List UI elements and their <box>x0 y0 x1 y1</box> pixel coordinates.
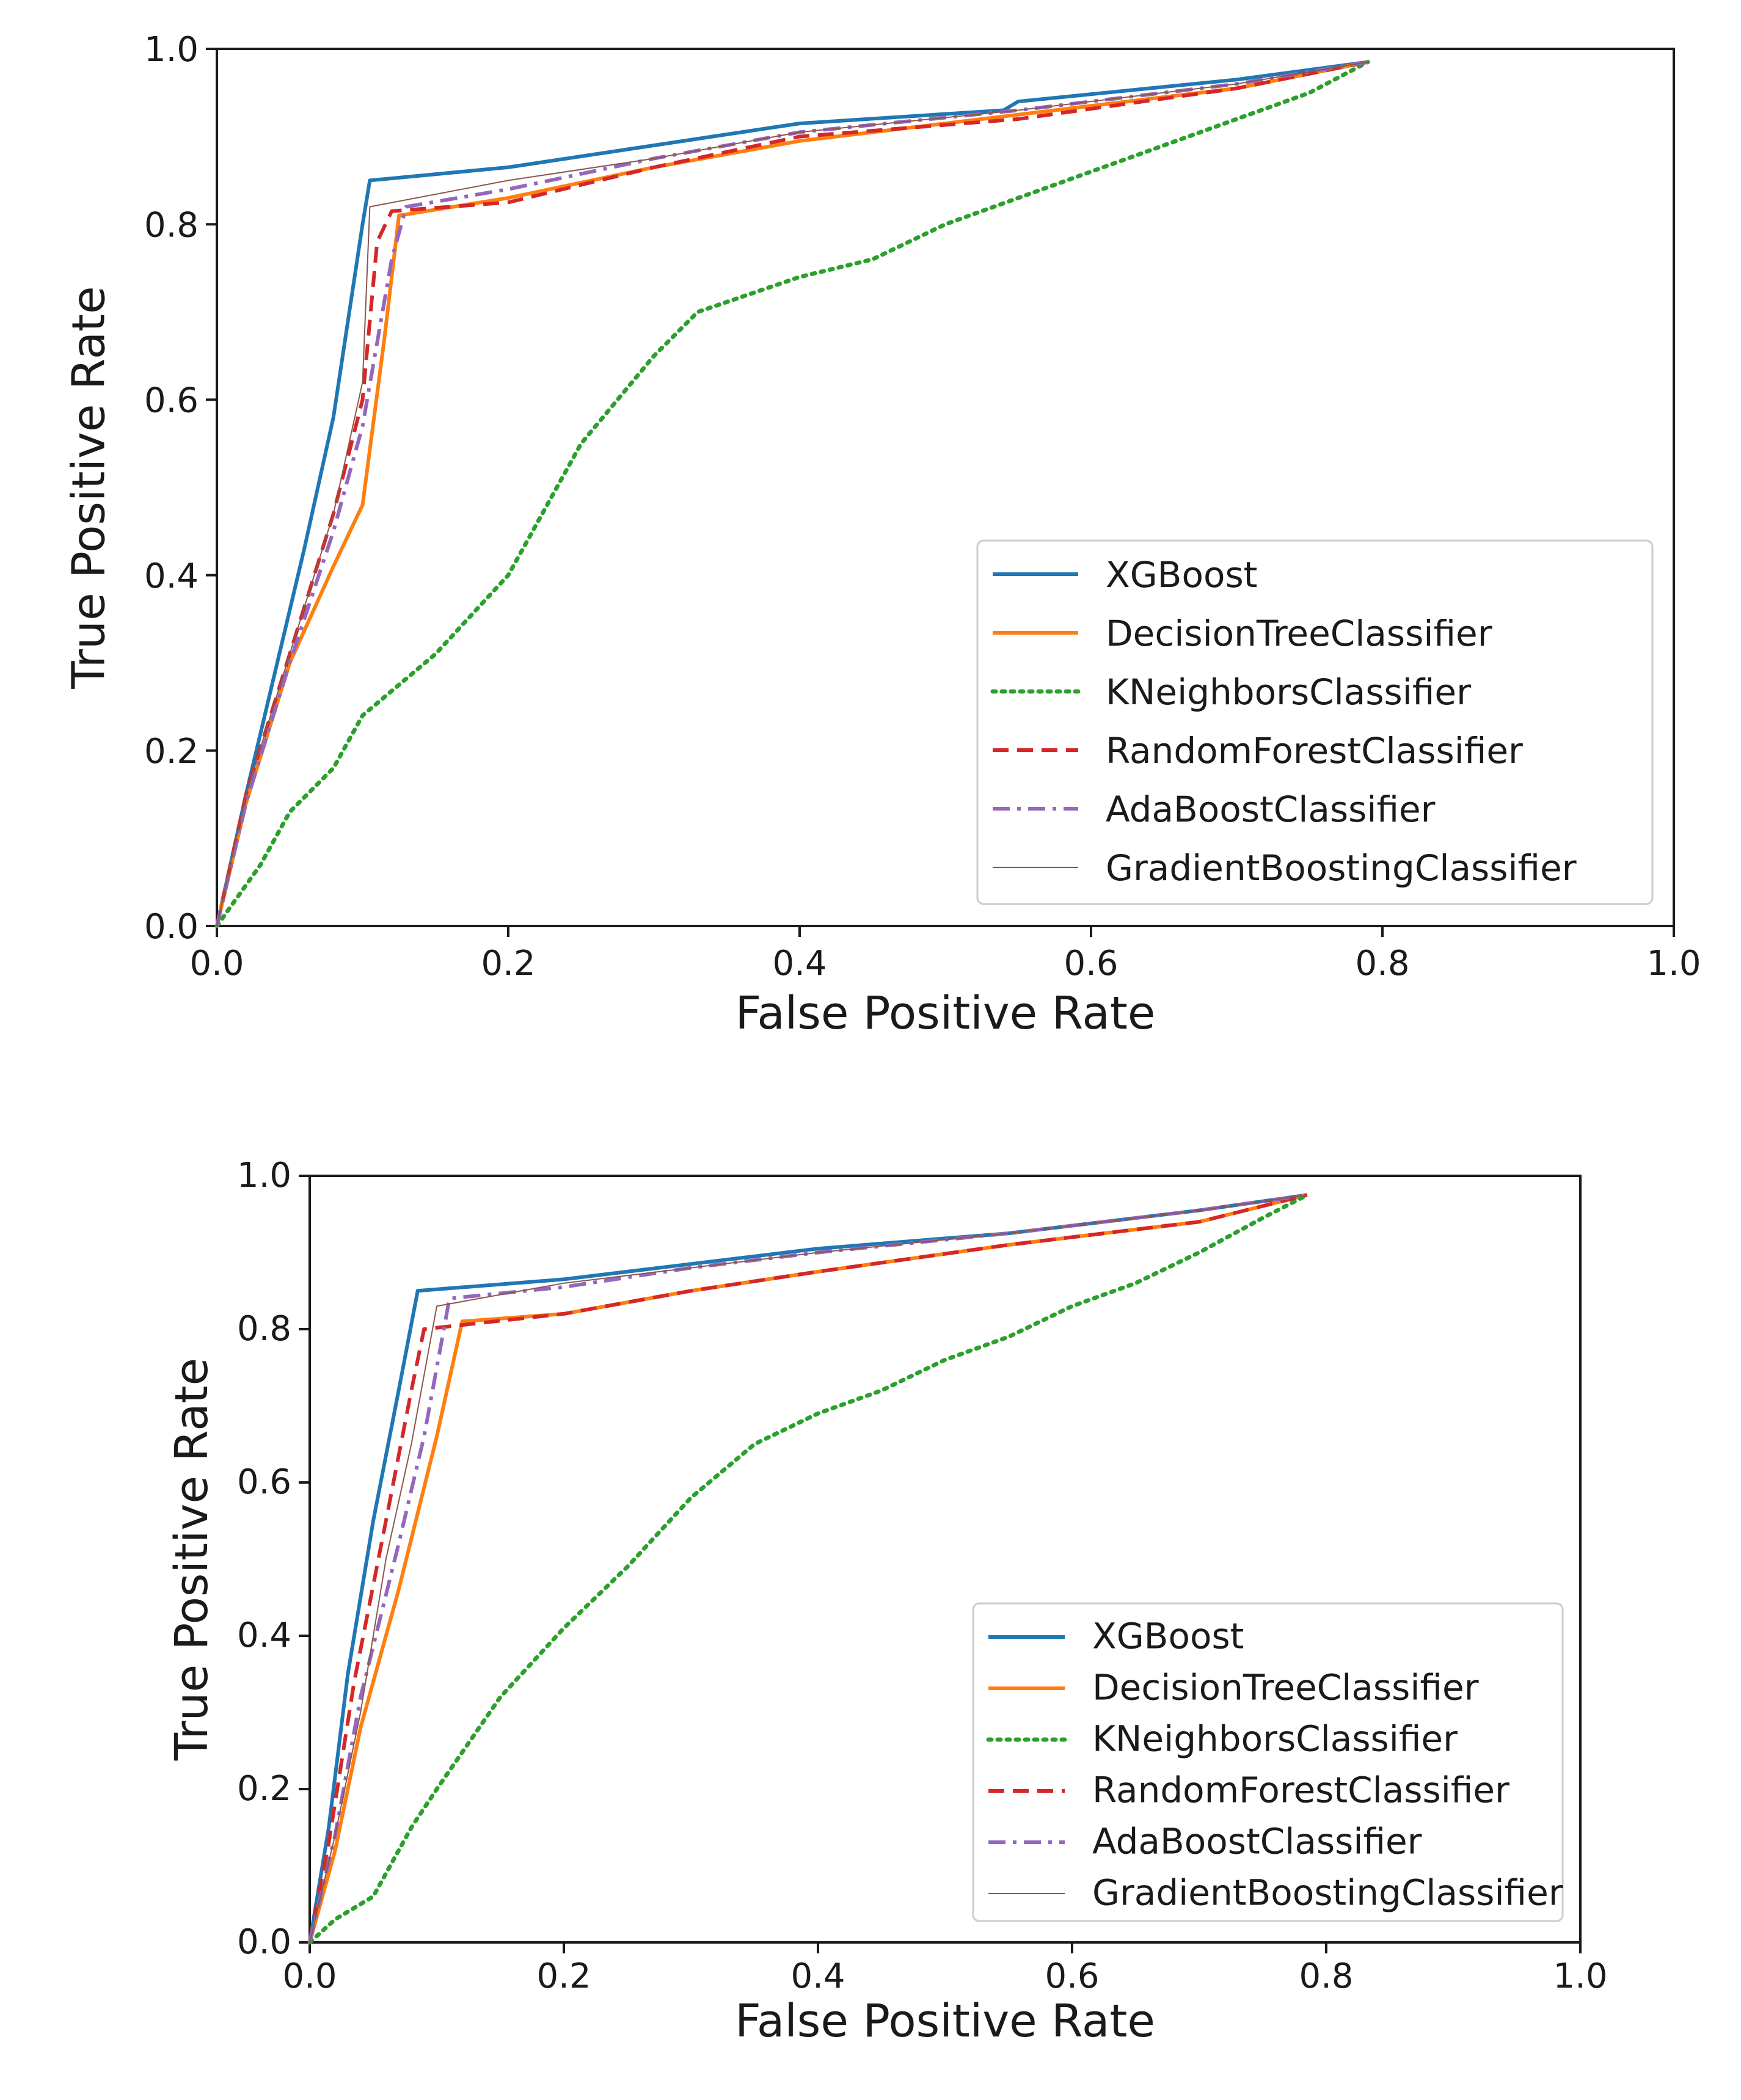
x-tick-label: 0.2 <box>481 944 535 983</box>
legend-label: XGBoost <box>1092 1616 1244 1657</box>
legend-box <box>976 539 1654 905</box>
y-tick-label: 0.2 <box>144 732 199 771</box>
y-tick-label: 0.6 <box>144 381 199 421</box>
legend-label: DecisionTreeClassifier <box>1106 613 1492 654</box>
series-line-adaboostclassifier <box>215 60 1368 927</box>
y-tick-label: 0.0 <box>237 1922 291 1962</box>
legend-label: KNeighborsClassifier <box>1092 1718 1458 1760</box>
y-axis-label: True Positive Rate <box>62 286 115 689</box>
plot-frame <box>216 48 1675 927</box>
legend-label: XGBoost <box>1106 554 1257 596</box>
legend-box <box>972 1602 1564 1922</box>
y-tick-label: 0.4 <box>144 556 199 596</box>
y-tick-label: 1.0 <box>237 1156 291 1195</box>
legend-label: AdaBoostClassifier <box>1106 789 1436 830</box>
y-tick-label: 0.8 <box>237 1309 291 1349</box>
series-line-kneighborsclassifier <box>214 60 1370 928</box>
x-tick-label: 0.6 <box>1064 944 1118 983</box>
x-tick-label: 0.4 <box>790 1956 845 1996</box>
series-line-randomforestclassifier <box>308 1193 1308 1943</box>
legend-label: RandomForestClassifier <box>1092 1770 1509 1811</box>
roc-chart-bottom: 0.0 0.2 0.4 0.6 0.8 1.0 0.0 0.2 0.4 0.6 0.8 1.0 Fals… <box>166 1156 1608 2047</box>
x-tick-label: 0.2 <box>536 1956 591 1996</box>
series-line-gradientboostingclassifier <box>309 1194 1307 1943</box>
x-tick-label: 1.0 <box>1646 944 1701 983</box>
legend-label: GradientBoostingClassifier <box>1092 1872 1563 1914</box>
roc-chart-top: 0.0 0.2 0.4 0.6 0.8 1.0 0.0 0.2 0.4 0.6 0.8 1.0 Fals… <box>62 30 1701 1040</box>
x-tick-label: 0.0 <box>189 944 244 983</box>
x-tick-label: 0.6 <box>1045 1956 1099 1996</box>
x-tick-label: 0.0 <box>282 1956 337 1996</box>
x-axis-label: False Positive Rate <box>735 1995 1155 2047</box>
series-line-kneighborsclassifier <box>307 1192 1310 1945</box>
y-tick-label: 0.4 <box>237 1616 291 1655</box>
plot-frame <box>308 1175 1582 1944</box>
series-line-gradientboostingclassifier <box>216 61 1368 927</box>
y-tick-label: 0.8 <box>144 205 199 245</box>
y-tick-label: 0.6 <box>237 1462 291 1502</box>
y-axis-label: True Positive Rate <box>166 1358 218 1761</box>
legend-label: AdaBoostClassifier <box>1092 1821 1422 1862</box>
x-tick-label: 0.4 <box>772 944 827 983</box>
x-tick-label: 0.8 <box>1299 1956 1353 1996</box>
series-line-xgboost <box>215 60 1368 927</box>
y-tick-label: 0.2 <box>237 1769 291 1809</box>
legend-label: KNeighborsClassifier <box>1106 671 1471 713</box>
legend-label: DecisionTreeClassifier <box>1092 1667 1479 1708</box>
x-axis-label: False Positive Rate <box>735 987 1156 1040</box>
legend-label: GradientBoostingClassifier <box>1106 847 1577 889</box>
y-tick-label: 1.0 <box>144 30 199 70</box>
x-tick-label: 0.8 <box>1355 944 1409 983</box>
x-tick-label: 1.0 <box>1553 1956 1607 1996</box>
y-tick-label: 0.0 <box>144 907 199 947</box>
legend-label: RandomForestClassifier <box>1106 730 1523 771</box>
